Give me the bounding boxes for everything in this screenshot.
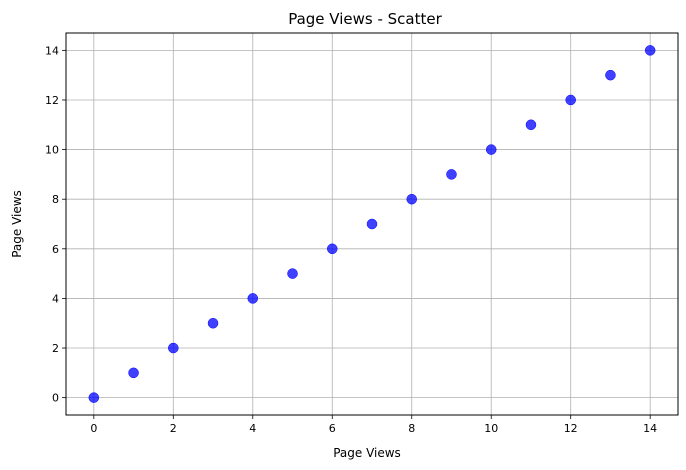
x-tick-label: 8 xyxy=(408,422,415,435)
data-point xyxy=(327,243,338,255)
x-tick-label: 4 xyxy=(249,422,256,435)
y-tick-label: 0 xyxy=(52,392,59,405)
y-tick-label: 8 xyxy=(52,193,59,206)
chart-title: Page Views - Scatter xyxy=(288,10,442,28)
x-tick-label: 14 xyxy=(643,422,657,435)
y-axis-label: Page Views xyxy=(10,190,24,258)
data-point xyxy=(207,317,219,329)
x-tick-label: 12 xyxy=(564,422,578,435)
data-point xyxy=(88,392,100,403)
data-points xyxy=(88,45,656,403)
x-tick-label: 2 xyxy=(170,422,177,435)
data-point xyxy=(605,69,616,81)
data-point xyxy=(485,144,497,155)
data-point xyxy=(525,119,537,131)
y-tick-label: 2 xyxy=(52,342,59,355)
y-tick-label: 6 xyxy=(52,243,59,256)
x-tick-label: 6 xyxy=(329,422,336,435)
grid xyxy=(66,33,678,415)
data-point xyxy=(446,169,457,180)
y-tick-label: 12 xyxy=(45,94,59,107)
axis-ticks: 0 2 4 6 8 10 12 14 0 2 4 6 8 10 12 14 xyxy=(45,44,657,435)
plot-frame xyxy=(65,32,679,416)
data-point xyxy=(366,218,378,230)
x-tick-label: 10 xyxy=(484,422,498,435)
data-point xyxy=(247,293,259,304)
y-tick-label: 14 xyxy=(45,44,59,57)
data-point xyxy=(644,45,656,56)
x-axis-label: Page Views xyxy=(333,446,401,460)
y-tick-label: 4 xyxy=(52,292,59,305)
data-point xyxy=(406,193,417,205)
data-point xyxy=(565,94,576,106)
data-point xyxy=(128,367,139,379)
y-tick-label: 10 xyxy=(45,144,59,157)
data-point xyxy=(287,268,298,279)
x-tick-label: 0 xyxy=(90,422,97,435)
data-point xyxy=(168,342,179,354)
